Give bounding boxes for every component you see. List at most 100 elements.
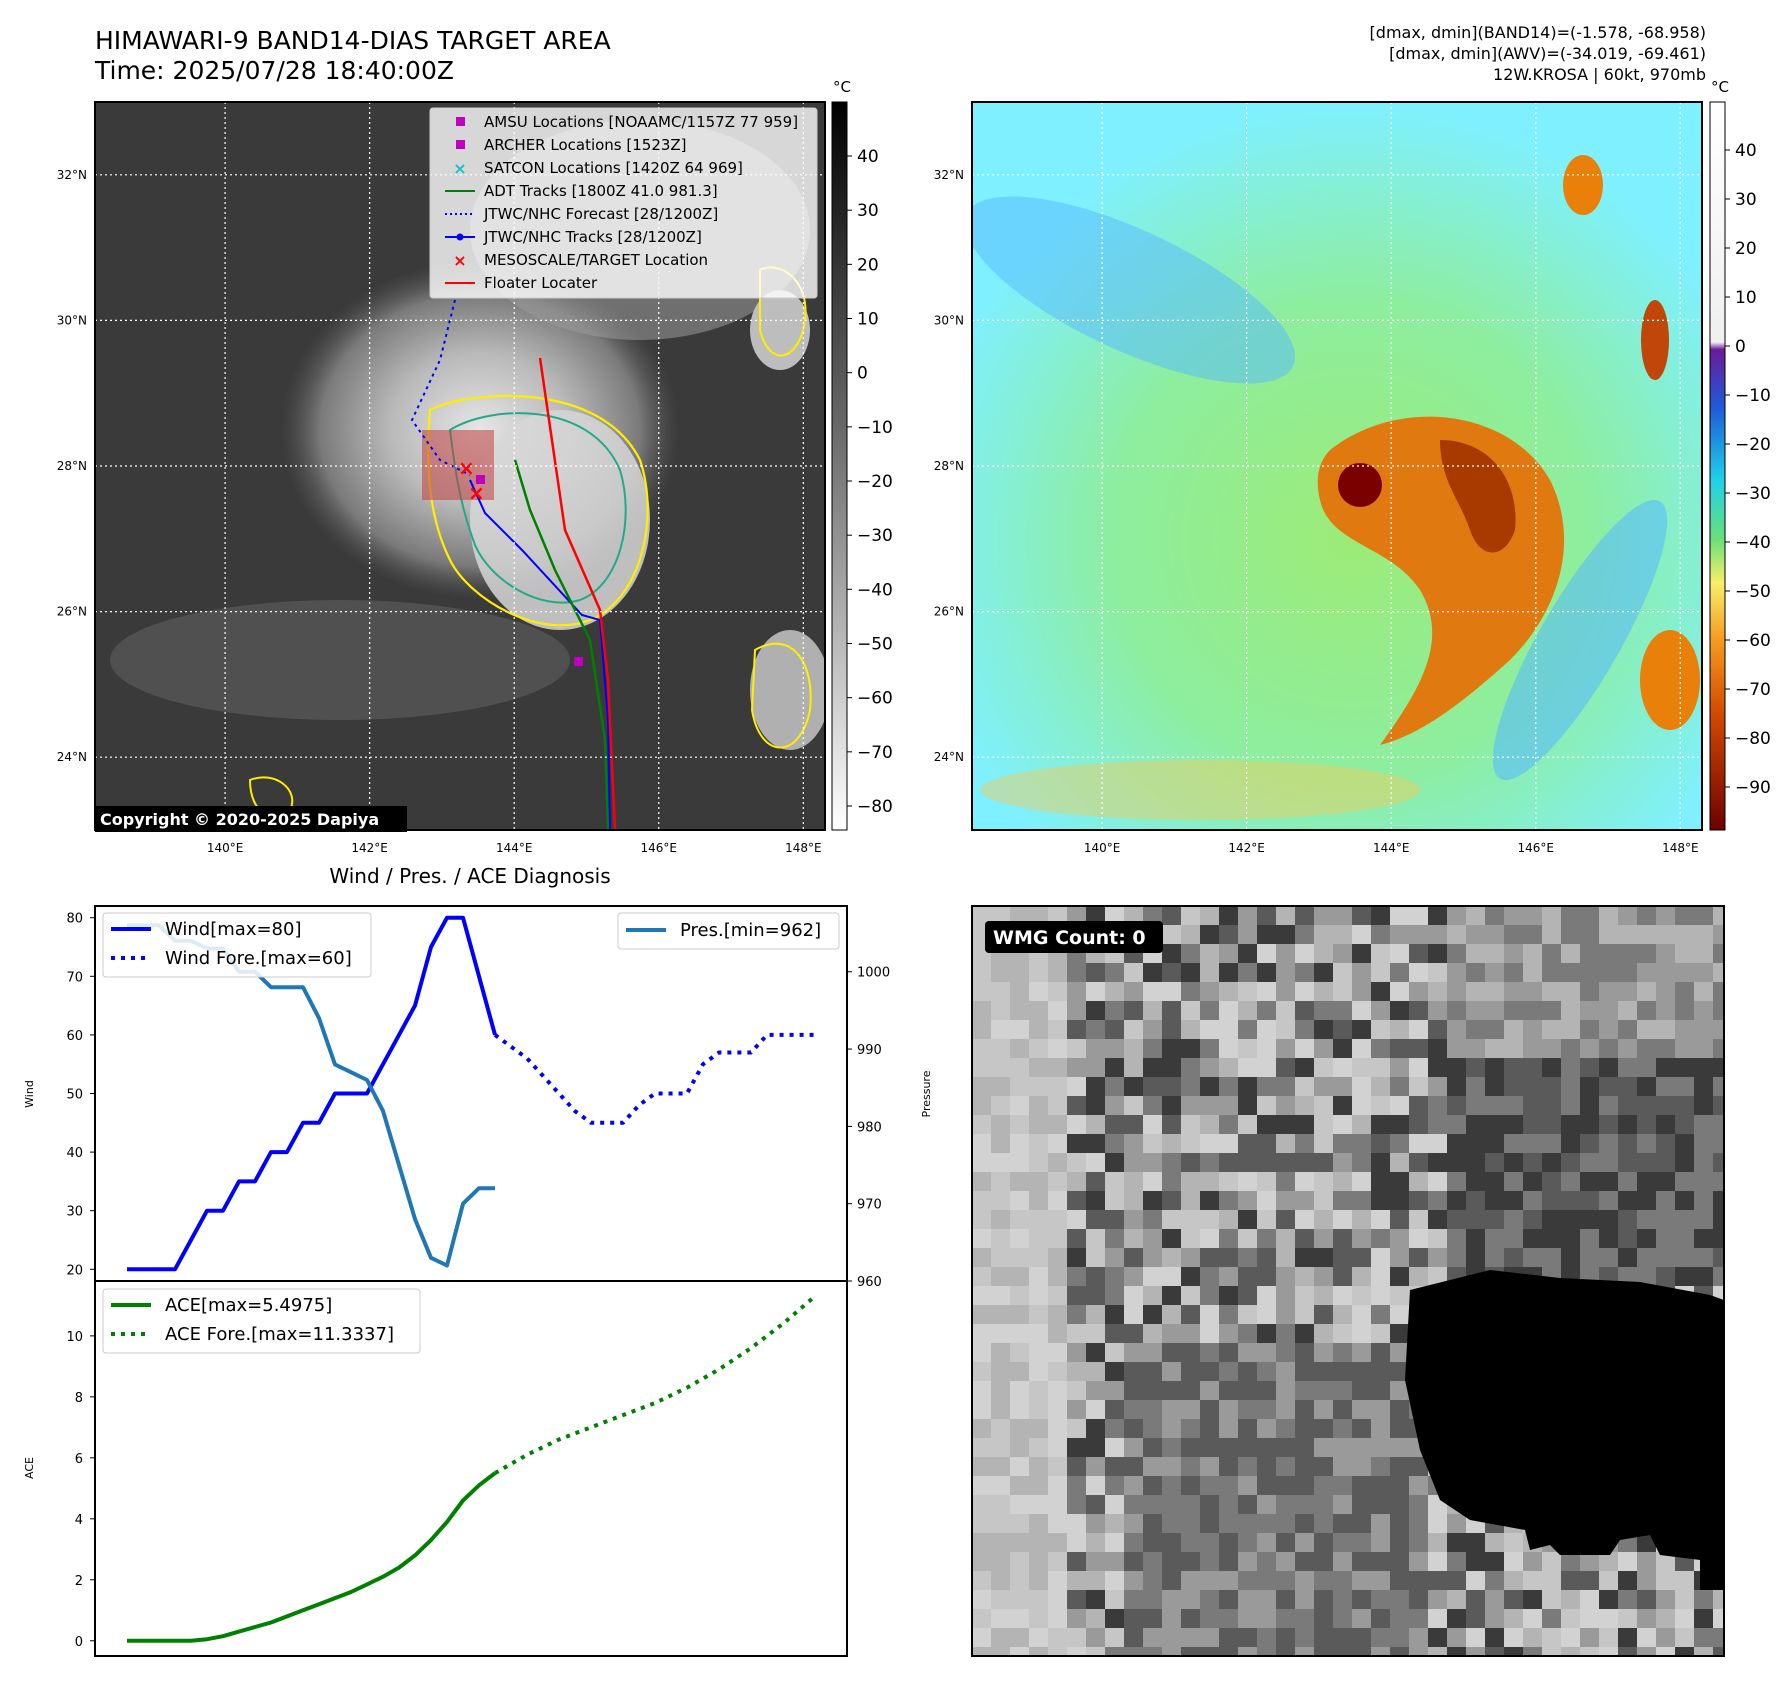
wmg-cell	[1238, 1495, 1257, 1514]
wmg-cell	[1618, 1077, 1637, 1096]
wmg-cell	[1485, 963, 1504, 982]
wmg-cell	[1276, 1438, 1295, 1457]
wmg-cell	[1561, 944, 1580, 963]
wmg-cell	[1447, 1020, 1466, 1039]
wmg-cell	[1181, 1324, 1200, 1343]
wmg-cell	[1694, 1134, 1713, 1153]
wmg-cell	[1124, 1476, 1143, 1495]
wind-tick-label: 60	[66, 1029, 83, 1044]
wmg-cell	[1181, 1172, 1200, 1191]
wmg-cell	[1124, 1020, 1143, 1039]
wmg-cell	[1067, 1267, 1086, 1286]
wmg-cell	[972, 1191, 991, 1210]
wmg-cell	[1542, 925, 1561, 944]
wmg-cell	[972, 1039, 991, 1058]
wmg-cell	[1219, 1191, 1238, 1210]
wmg-cell	[1010, 1647, 1029, 1656]
wmg-cell	[1029, 1267, 1048, 1286]
wmg-cell	[1105, 1438, 1124, 1457]
wmg-cell	[1067, 1628, 1086, 1647]
legend-label: MESOSCALE/TARGET Location	[484, 251, 708, 269]
wmg-cell	[1485, 1134, 1504, 1153]
wmg-cell	[1447, 963, 1466, 982]
wmg-cell	[1219, 1362, 1238, 1381]
wmg-cell	[1352, 1324, 1371, 1343]
wmg-cell	[1561, 1590, 1580, 1609]
wmg-cell	[1086, 1552, 1105, 1571]
wmg-cell	[1124, 1077, 1143, 1096]
wmg-cell	[1086, 1647, 1105, 1656]
wmg-cell	[1428, 1229, 1447, 1248]
wmg-cell	[1618, 944, 1637, 963]
wmg-cell	[1086, 1020, 1105, 1039]
wmg-cell	[1086, 1001, 1105, 1020]
wmg-cell	[1713, 1153, 1724, 1172]
wmg-cell	[1561, 1001, 1580, 1020]
wmg-cell	[1390, 906, 1409, 925]
wmg-cell	[1333, 944, 1352, 963]
wmg-cell	[1086, 1571, 1105, 1590]
wmg-cell	[1333, 1590, 1352, 1609]
wmg-cell	[1409, 1476, 1428, 1495]
wmg-cell	[1143, 1609, 1162, 1628]
wmg-cell	[1048, 1552, 1067, 1571]
wmg-cell	[1428, 944, 1447, 963]
wmg-cell	[1447, 1609, 1466, 1628]
wmg-cell	[1599, 1039, 1618, 1058]
wmg-cell	[1048, 1628, 1067, 1647]
wmg-cell	[1029, 1191, 1048, 1210]
colorbar-tick-label: 10	[857, 310, 879, 330]
wmg-cell	[1010, 1533, 1029, 1552]
wmg-cell	[1048, 1210, 1067, 1229]
wmg-cell	[1428, 1514, 1447, 1533]
wmg-cell	[1694, 906, 1713, 925]
wmg-cell	[1029, 1229, 1048, 1248]
wmg-cell	[1523, 963, 1542, 982]
wmg-cell	[1219, 1647, 1238, 1656]
wmg-cell	[1713, 1590, 1724, 1609]
ace-legend: ACE[max=5.4975] ACE Fore.[max=11.3337]	[102, 1288, 421, 1354]
wmg-cell	[1200, 963, 1219, 982]
lat-tick-label: 30°N	[57, 313, 87, 327]
wmg-cell	[1200, 1096, 1219, 1115]
wmg-cell	[1219, 1609, 1238, 1628]
wmg-cell	[1105, 1210, 1124, 1229]
wmg-cell	[1713, 1647, 1724, 1656]
wmg-cell	[1485, 1248, 1504, 1267]
wmg-cell	[1238, 1438, 1257, 1457]
legend-label: AMSU Locations [NOAAMC/1157Z 77 959]	[484, 113, 798, 131]
wmg-cell	[1333, 1324, 1352, 1343]
wmg-cell	[991, 1400, 1010, 1419]
ir-cell-east-2	[750, 630, 825, 750]
wmg-cell	[1390, 982, 1409, 1001]
wmg-cell	[1523, 1248, 1542, 1267]
legend-label: ARCHER Locations [1523Z]	[484, 136, 687, 154]
wmg-cell	[1694, 1229, 1713, 1248]
wmg-cell	[1143, 1305, 1162, 1324]
wmg-cell	[1276, 1039, 1295, 1058]
wmg-cell	[1105, 1647, 1124, 1656]
wmg-cell	[1105, 1153, 1124, 1172]
wmg-cell	[1105, 1077, 1124, 1096]
wmg-cell	[1048, 1039, 1067, 1058]
wmg-cell	[1010, 1438, 1029, 1457]
wmg-cell	[1523, 1571, 1542, 1590]
wmg-cell	[1390, 1077, 1409, 1096]
wmg-cell	[1485, 1153, 1504, 1172]
wmg-cell	[972, 1476, 991, 1495]
wmg-cell	[1010, 1134, 1029, 1153]
wmg-cell	[1390, 1210, 1409, 1229]
wmg-cell	[991, 1191, 1010, 1210]
wmg-cell	[1200, 1267, 1219, 1286]
colorbar-tick-label: −90	[1735, 778, 1771, 798]
wmg-cell	[1371, 1096, 1390, 1115]
wmg-cell	[1656, 1058, 1675, 1077]
wmg-cell	[1219, 1172, 1238, 1191]
awv-storm-deep	[1440, 440, 1516, 553]
wmg-cell	[1200, 1077, 1219, 1096]
wmg-cell	[1409, 944, 1428, 963]
wmg-cell	[1580, 963, 1599, 982]
wmg-cell	[1314, 1324, 1333, 1343]
wmg-cell	[1447, 1514, 1466, 1533]
wmg-cell	[1561, 1248, 1580, 1267]
